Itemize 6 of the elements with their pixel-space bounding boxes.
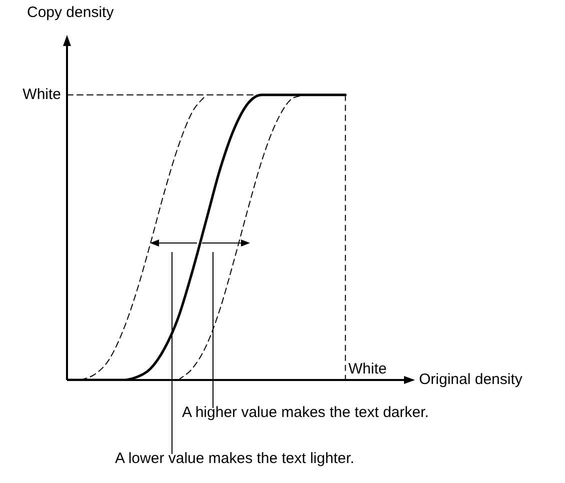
text: A higher value makes the text darker. (182, 404, 429, 421)
y-axis-title: Copy density (27, 4, 114, 22)
text: A lower value makes the text lighter. (115, 450, 354, 467)
x-axis-title: Original density (419, 371, 523, 388)
annotation: White (348, 360, 387, 378)
series-label: White (22, 86, 61, 104)
